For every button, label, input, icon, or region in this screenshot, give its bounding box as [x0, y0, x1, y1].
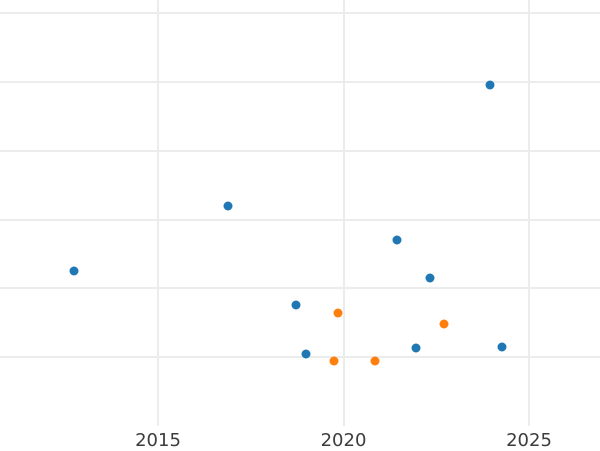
data-point-blue	[223, 201, 233, 211]
data-point-orange	[370, 356, 380, 366]
vertical-gridline	[528, 0, 530, 426]
horizontal-gridline	[0, 287, 600, 290]
horizontal-gridline	[0, 149, 600, 152]
data-point-blue	[411, 343, 421, 353]
vertical-gridline	[342, 0, 345, 426]
data-point-blue	[301, 349, 311, 359]
data-point-orange	[333, 308, 343, 318]
data-point-orange	[329, 356, 339, 366]
data-point-blue	[497, 342, 507, 352]
data-point-blue	[485, 80, 495, 90]
data-point-blue	[291, 300, 301, 310]
data-point-blue	[392, 235, 402, 245]
data-point-blue	[425, 273, 435, 283]
x-tick-label: 2015	[135, 430, 181, 451]
horizontal-gridline	[0, 12, 600, 15]
horizontal-gridline	[0, 356, 600, 359]
data-point-blue	[69, 266, 79, 276]
x-tick-label: 2025	[506, 430, 552, 451]
x-tick-label: 2020	[320, 430, 367, 451]
vertical-gridline	[157, 0, 159, 426]
horizontal-gridline	[0, 81, 600, 83]
horizontal-gridline	[0, 218, 600, 221]
data-point-orange	[439, 319, 449, 329]
